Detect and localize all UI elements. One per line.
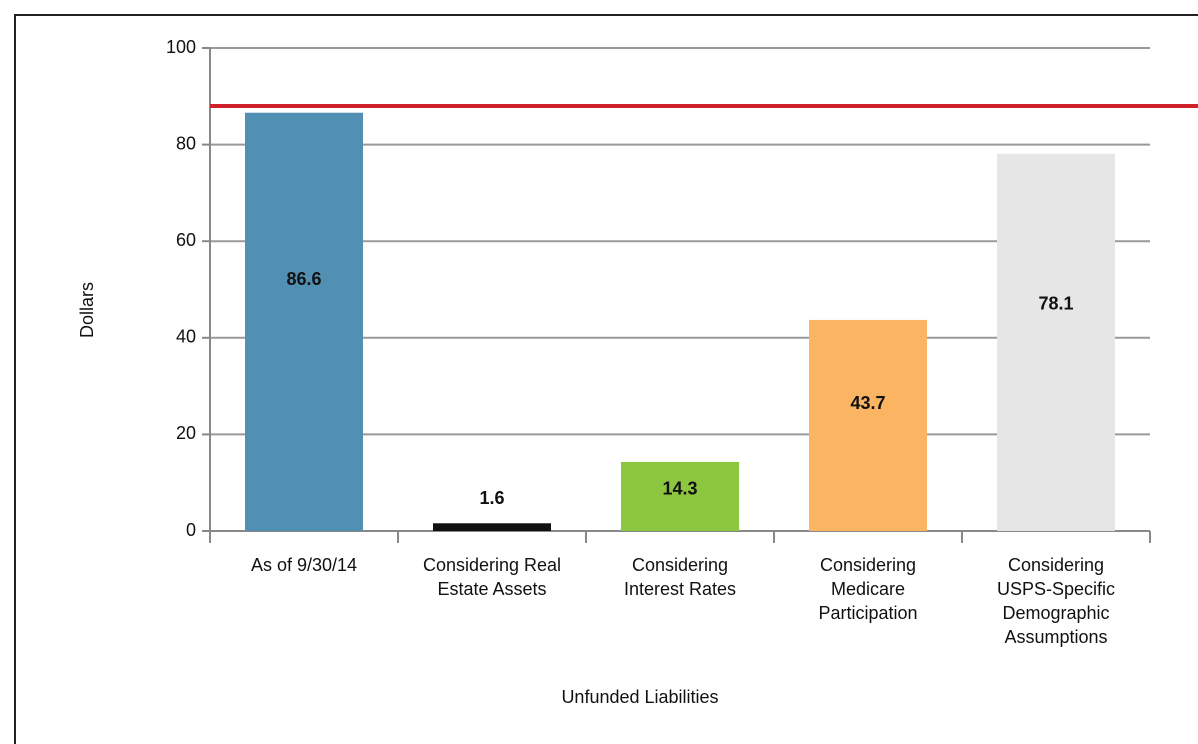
bar bbox=[433, 523, 551, 531]
x-axis-title: Unfunded Liabilities bbox=[561, 687, 718, 707]
bar bbox=[245, 112, 363, 532]
x-tick-label: Considering Medicare Participation bbox=[818, 555, 918, 623]
data-label: 14.3 bbox=[662, 478, 697, 498]
x-tick-label: Considering Real Estate Assets bbox=[422, 555, 562, 599]
y-tick-label: 20 bbox=[176, 423, 196, 443]
y-tick-label: 40 bbox=[176, 327, 196, 347]
data-label: 1.6 bbox=[479, 488, 504, 508]
bar bbox=[621, 461, 739, 531]
x-tick-label: Considering USPS-Specific Demographic As… bbox=[996, 555, 1116, 647]
bar bbox=[997, 153, 1115, 532]
frame bbox=[14, 14, 1198, 744]
data-label: 78.1 bbox=[1038, 293, 1073, 313]
y-tick-label: 0 bbox=[186, 520, 196, 540]
x-tick-label: As of 9/30/14 bbox=[250, 555, 358, 575]
y-axis-title: Dollars bbox=[77, 282, 97, 338]
y-tick-label: 60 bbox=[176, 230, 196, 250]
bar bbox=[809, 319, 927, 531]
y-tick-label: 80 bbox=[176, 133, 196, 153]
data-label: 86.6 bbox=[286, 269, 321, 289]
data-label: 43.7 bbox=[850, 393, 885, 413]
x-tick-label: Considering Interest Rates bbox=[623, 555, 737, 599]
y-tick-label: 100 bbox=[166, 37, 196, 57]
